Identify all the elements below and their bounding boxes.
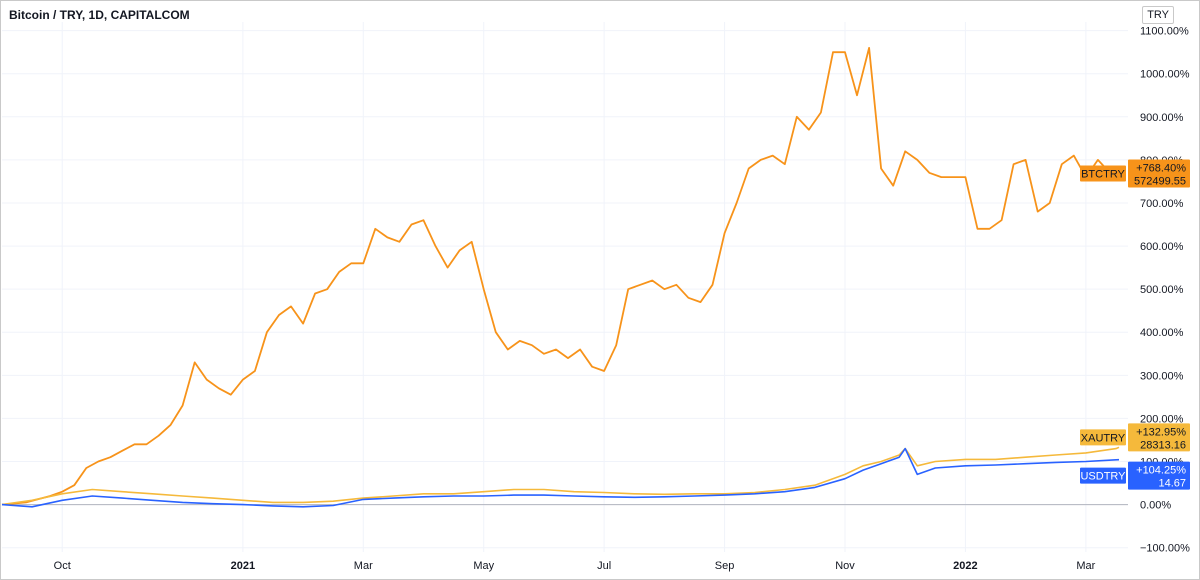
y-tick-label: 600.00% bbox=[1140, 241, 1184, 253]
series-layer bbox=[1, 47, 1120, 508]
series-last-value-label: 572499.55 bbox=[1134, 176, 1186, 188]
grid-layer bbox=[2, 22, 1128, 552]
series-change-label: +104.25% bbox=[1136, 465, 1186, 477]
series-tag-btctry: BTCTRY +768.40%572499.55 bbox=[1080, 159, 1190, 188]
series-tag-usdtry: USDTRY +104.25%14.67 bbox=[1080, 461, 1190, 490]
series-line-xautry bbox=[1, 446, 1120, 506]
series-last-value-label: 28313.16 bbox=[1140, 439, 1186, 451]
y-tick-label: 900.00% bbox=[1140, 112, 1184, 124]
y-tick-label: 0.00% bbox=[1140, 500, 1171, 512]
y-tick-label: 1100.00% bbox=[1140, 26, 1189, 38]
x-tick-label: Nov bbox=[835, 560, 855, 572]
series-line-btctry bbox=[1, 47, 1120, 506]
series-name-box bbox=[1080, 467, 1126, 484]
series-value-box bbox=[1128, 423, 1190, 452]
y-tick-label: −100.00% bbox=[1140, 543, 1190, 555]
y-tick-label: 700.00% bbox=[1140, 198, 1184, 210]
series-value-box bbox=[1128, 461, 1190, 490]
x-tick-label: May bbox=[473, 560, 494, 572]
y-tick-label: 1000.00% bbox=[1140, 69, 1190, 81]
x-tick-label: Mar bbox=[1076, 560, 1095, 572]
chart-title: Bitcoin / TRY, 1D, CAPITALCOM bbox=[9, 8, 190, 22]
x-tick-label: Mar bbox=[354, 560, 373, 572]
y-tick-label: 500.00% bbox=[1140, 284, 1184, 296]
series-name-label: USDTRY bbox=[1080, 471, 1126, 483]
x-tick-label: 2021 bbox=[231, 560, 255, 572]
y-tick-label: 200.00% bbox=[1140, 413, 1184, 425]
x-tick-label: 2022 bbox=[953, 560, 977, 572]
series-line-usdtry bbox=[1, 447, 1120, 508]
x-tick-label: Jul bbox=[597, 560, 611, 572]
x-tick-label: Sep bbox=[715, 560, 735, 572]
series-change-label: +132.95% bbox=[1136, 426, 1186, 438]
series-value-box bbox=[1128, 159, 1190, 188]
series-name-box bbox=[1080, 429, 1126, 446]
series-tag-xautry: XAUTRY +132.95%28313.16 bbox=[1080, 423, 1190, 452]
y-tick-label: 400.00% bbox=[1140, 327, 1184, 339]
series-change-label: +768.40% bbox=[1136, 163, 1186, 175]
series-name-label: BTCTRY bbox=[1081, 169, 1125, 181]
x-tick-label: Oct bbox=[54, 560, 71, 572]
currency-button[interactable]: TRY bbox=[1142, 6, 1174, 24]
x-axis: Oct 2021 Mar May Jul Sep Nov 2022 Mar bbox=[54, 560, 1096, 572]
y-tick-label: 300.00% bbox=[1140, 370, 1184, 382]
series-name-label: XAUTRY bbox=[1081, 432, 1126, 444]
series-tags: BTCTRY +768.40%572499.55 XAUTRY +132.95%283… bbox=[1080, 159, 1190, 490]
series-last-value-label: 14.67 bbox=[1158, 478, 1186, 490]
series-name-box bbox=[1080, 165, 1126, 182]
